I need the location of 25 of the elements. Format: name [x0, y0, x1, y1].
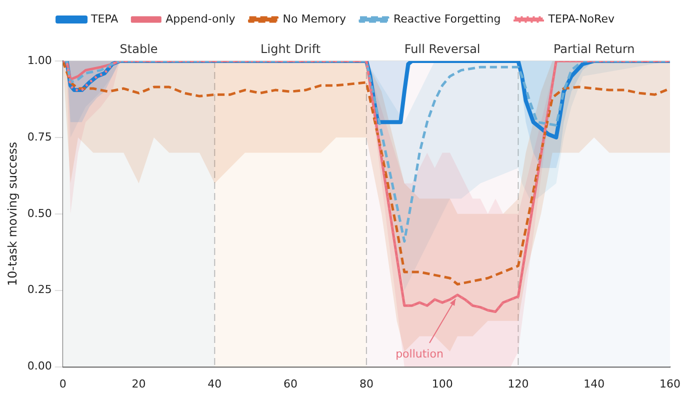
- y-tick-label: 0.25: [27, 283, 52, 296]
- y-tick-label: 0.50: [27, 206, 52, 220]
- band-label: Light Drift: [260, 42, 321, 56]
- band-label: Stable: [120, 42, 158, 56]
- x-tick-label: 80: [359, 377, 374, 390]
- y-tick-label: 0.00: [27, 360, 52, 373]
- x-tick-label: 0: [59, 377, 66, 390]
- x-tick-label: 40: [208, 377, 222, 390]
- legend-label: Reactive Forgetting: [394, 12, 501, 26]
- band-label: Full Reversal: [404, 42, 480, 56]
- x-tick-label: 20: [132, 377, 146, 390]
- x-tick-label: 160: [660, 377, 680, 390]
- y-tick-label: 0.75: [27, 130, 52, 144]
- legend-label: No Memory: [282, 12, 346, 26]
- band-label: Partial Return: [553, 42, 635, 56]
- x-tick-label: 100: [432, 377, 453, 390]
- legend-label: Append-only: [166, 12, 236, 26]
- legend-label: TEPA-NoRev: [547, 12, 615, 26]
- x-tick-label: 140: [584, 377, 605, 390]
- y-tick-label: 1.00: [27, 54, 52, 67]
- annotation: pollution: [396, 347, 444, 360]
- x-tick-label: 60: [284, 377, 298, 390]
- x-tick-label: 120: [508, 377, 529, 390]
- legend-label: TEPA: [90, 12, 119, 26]
- y-axis-title: 10-task moving success: [5, 142, 20, 286]
